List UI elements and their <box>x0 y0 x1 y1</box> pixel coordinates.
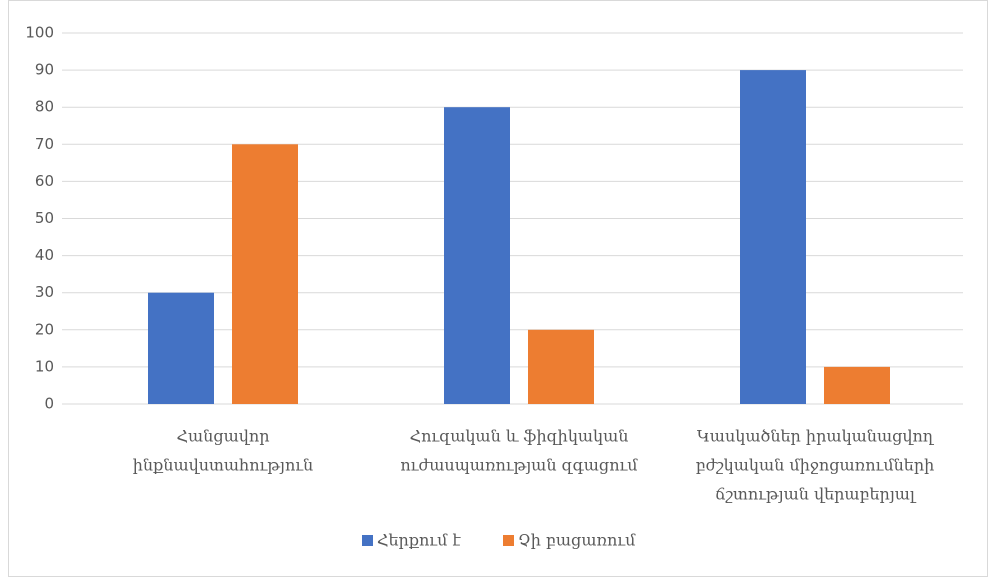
legend-swatch <box>503 535 514 546</box>
y-tick-label: 10 <box>35 357 54 375</box>
y-tick-label: 70 <box>35 135 54 153</box>
bar <box>148 292 214 404</box>
x-tick-label: բժշկական միջոցառումների <box>696 456 935 475</box>
bar <box>232 144 298 405</box>
bar <box>528 329 594 404</box>
y-tick-label: 60 <box>35 172 54 190</box>
y-tick-label: 100 <box>25 24 54 42</box>
y-tick-label: 50 <box>35 209 54 227</box>
x-tick-label: Հանցավոր <box>176 427 269 446</box>
x-tick-label: ճշտության վերաբերյալ <box>715 485 917 504</box>
x-tick-label: ինքնավստահություն <box>133 456 313 475</box>
legend-label: Հերքում է <box>377 531 462 550</box>
legend-swatch <box>362 535 373 546</box>
x-tick-label: ուժասպառության զգացում <box>400 456 638 475</box>
y-tick-label: 40 <box>35 246 54 264</box>
x-tick-label: Կասկածներ իրականացվող <box>697 427 935 446</box>
y-tick-label: 0 <box>44 395 54 413</box>
y-tick-label: 30 <box>35 283 54 301</box>
x-tick-label: Հուզական և ֆիզիկական <box>410 427 629 446</box>
bar <box>444 107 510 404</box>
y-tick-label: 80 <box>35 98 54 116</box>
bar <box>740 70 806 404</box>
legend-label: Չի բացառում <box>518 531 636 550</box>
y-tick-label: 20 <box>35 320 54 338</box>
bar <box>824 366 890 404</box>
y-tick-label: 90 <box>35 61 54 79</box>
